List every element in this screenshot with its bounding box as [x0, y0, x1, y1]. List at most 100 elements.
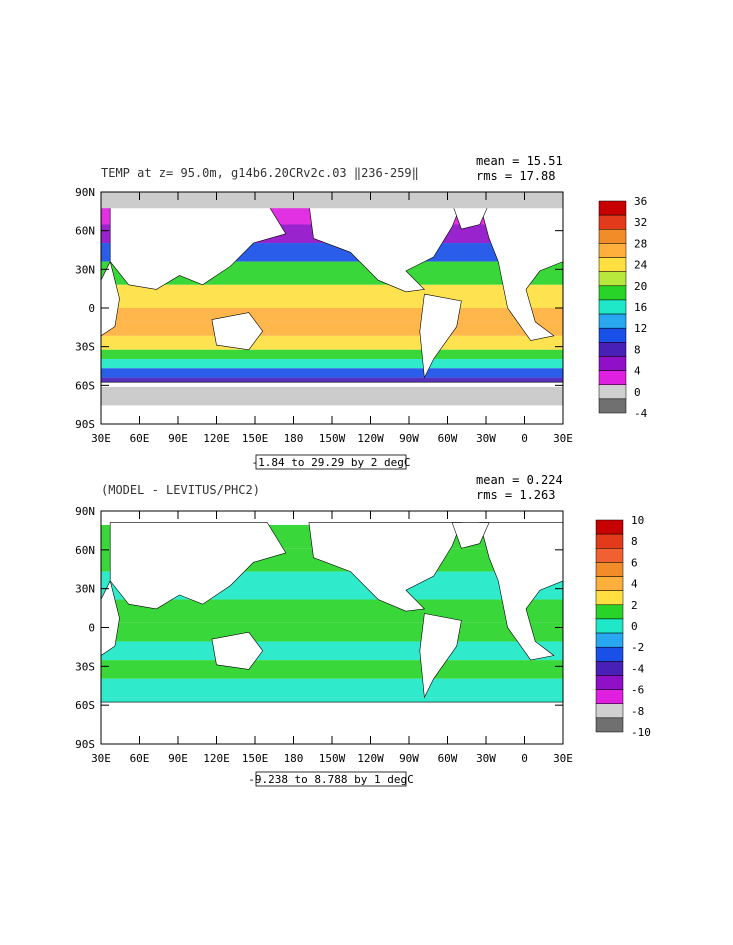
colorbar-swatch — [595, 519, 624, 535]
lat-label: 90N — [75, 505, 95, 518]
lon-label: 150W — [319, 432, 346, 445]
ocean-band — [101, 622, 563, 642]
temperature-map-svg: TEMP at z= 95.0m, g14b6.20CRv2c.03 ‖236-… — [75, 154, 648, 470]
ocean-band — [101, 660, 563, 679]
lon-label: 30E — [91, 432, 111, 445]
land-mask — [419, 613, 462, 699]
map-title: TEMP at z= 95.0m, g14b6.20CRv2c.03 ‖236-… — [101, 166, 419, 180]
colorbar-swatch — [595, 632, 624, 648]
lat-label: 60S — [75, 379, 95, 392]
colorbar-label: 8 — [631, 535, 638, 548]
lon-label: 30E — [553, 752, 573, 765]
rms-value: rms = 1.263 — [476, 488, 555, 502]
land-mask — [211, 631, 264, 670]
colorbar-label: -6 — [631, 684, 644, 697]
lon-label: 120W — [357, 752, 384, 765]
lon-label: 60E — [130, 432, 150, 445]
lon-label: 180 — [284, 752, 304, 765]
colorbar-label: -4 — [634, 407, 648, 420]
ocean-band — [101, 678, 563, 698]
colorbar-label: 0 — [634, 386, 641, 399]
lon-label: 30W — [476, 432, 496, 445]
colorbar-swatch — [595, 675, 624, 690]
colorbar-swatch — [595, 646, 624, 662]
colorbar-label: 8 — [634, 343, 641, 356]
lat-label: 60N — [75, 225, 95, 238]
colorbar-label: 36 — [634, 195, 647, 208]
lat-label: 30N — [75, 583, 95, 596]
colorbar-label: -2 — [631, 641, 644, 654]
lon-label: 60W — [438, 752, 458, 765]
colorbar-swatch — [595, 562, 624, 577]
colorbar-label: 16 — [634, 301, 647, 314]
lon-label: 60W — [438, 432, 458, 445]
temperature-map-panel: TEMP at z= 95.0m, g14b6.20CRv2c.03 ‖236-… — [0, 0, 733, 470]
lat-label: 30N — [75, 263, 95, 276]
lat-label: 90N — [75, 186, 95, 199]
colorbar-label: 28 — [634, 237, 647, 250]
land-mask — [109, 522, 287, 610]
lon-label: 120W — [357, 432, 384, 445]
colorbar-swatch — [595, 689, 624, 704]
lon-label: 90E — [168, 752, 188, 765]
lon-label: 120E — [203, 432, 230, 445]
ocean-band — [101, 359, 563, 369]
sea-ice-antarctic — [101, 386, 563, 406]
colorbar-label: -8 — [631, 705, 644, 718]
lat-label: 60S — [75, 699, 95, 712]
lon-label: 150W — [319, 752, 346, 765]
lon-label: 60E — [130, 752, 150, 765]
land-mask — [308, 203, 462, 293]
rms-value: rms = 17.88 — [476, 169, 555, 183]
colorbar-label: 4 — [634, 365, 641, 378]
lon-label: 0 — [521, 752, 528, 765]
contour-range-label: -9.238 to 8.788 by 1 degC — [248, 773, 414, 786]
colorbar-label: 0 — [631, 620, 638, 633]
range-label-box — [255, 454, 407, 470]
lon-label: 30E — [553, 432, 573, 445]
colorbar-swatch — [595, 548, 624, 563]
colorbar-swatch — [595, 661, 624, 676]
colorbar-label: 20 — [634, 280, 647, 293]
land-mask — [211, 312, 264, 351]
colorbar-swatch — [595, 618, 624, 634]
lat-label: 0 — [88, 302, 95, 315]
colorbar-swatch — [598, 398, 627, 414]
lon-label: 180 — [284, 432, 304, 445]
mean-value: mean = 0.224 — [476, 473, 563, 487]
lat-label: 30S — [75, 660, 95, 673]
colorbar-label: -10 — [631, 726, 651, 739]
lon-label: 0 — [521, 432, 528, 445]
ocean-band — [101, 641, 563, 661]
ocean-band — [101, 368, 563, 378]
lon-label: 30W — [476, 752, 496, 765]
colorbar-label: 10 — [631, 514, 644, 527]
colorbar-swatch — [595, 717, 624, 733]
range-label-box — [255, 771, 407, 787]
land-mask — [109, 203, 287, 290]
colorbar-swatch — [595, 604, 624, 620]
lon-label: 90W — [399, 432, 419, 445]
colorbar-swatch — [595, 590, 624, 606]
lat-label: 90S — [75, 738, 95, 751]
colorbar-label: -4 — [631, 662, 645, 675]
colorbar-label: 6 — [631, 556, 638, 569]
lon-label: 30E — [91, 752, 111, 765]
lat-label: 90S — [75, 418, 95, 431]
land-mask — [419, 293, 462, 379]
colorbar-label: 32 — [634, 216, 647, 229]
land-mask — [308, 522, 462, 612]
ocean-band — [101, 599, 563, 623]
contour-range-label: -1.84 to 29.29 by 2 degC — [252, 456, 411, 469]
mean-value: mean = 15.51 — [476, 154, 563, 168]
colorbar-label: 24 — [634, 259, 648, 272]
map-area — [100, 192, 564, 425]
lon-label: 90E — [168, 432, 188, 445]
colorbar-label: 4 — [631, 578, 638, 591]
colorbar-swatch — [595, 533, 624, 549]
colorbar-swatch — [595, 576, 624, 591]
colorbar-label: 2 — [631, 599, 638, 612]
colorbar-swatch — [595, 703, 624, 719]
